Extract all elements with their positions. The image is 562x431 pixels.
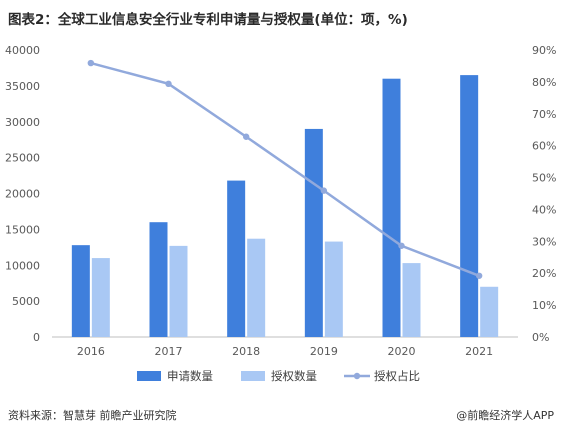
legend-label: 授权数量	[271, 369, 317, 383]
category-label: 2017	[155, 345, 183, 358]
right-tick-label: 10%	[532, 299, 556, 312]
legend-marker	[353, 372, 361, 380]
applications-bar	[304, 128, 323, 337]
left-tick-label: 15000	[5, 223, 40, 236]
left-tick-label: 25000	[5, 152, 40, 165]
grants-bars	[91, 238, 499, 337]
ratio-point	[398, 242, 405, 249]
right-tick-label: 30%	[532, 235, 556, 248]
category-label: 2019	[310, 345, 338, 358]
right-tick-label: 0%	[532, 331, 549, 344]
ratio-point	[320, 187, 328, 194]
grants-bar	[247, 238, 266, 337]
right-tick-label: 70%	[532, 108, 556, 121]
applications-bar	[460, 75, 479, 338]
left-tick-label: 5000	[12, 295, 40, 308]
legend: 申请数量 授权数量 授权占比	[137, 369, 420, 383]
applications-bar	[382, 78, 401, 337]
ratio-line	[90, 61, 480, 277]
left-tick-label: 20000	[5, 188, 40, 201]
grants-bar	[91, 258, 110, 337]
ratio-line-series	[87, 59, 483, 279]
right-axis-ticks: 0% 10% 20% 30% 40% 50% 60% 70% 80% 90%	[532, 44, 556, 344]
grants-bar	[169, 245, 188, 337]
right-tick-label: 20%	[532, 267, 556, 280]
applications-bar	[149, 222, 168, 337]
right-tick-label: 60%	[532, 140, 556, 153]
ratio-point	[165, 80, 172, 88]
ratio-point	[475, 272, 483, 279]
right-tick-label: 80%	[532, 76, 556, 89]
category-label: 2018	[232, 345, 260, 358]
left-tick-label: 10000	[5, 259, 40, 272]
right-tick-label: 40%	[532, 203, 556, 216]
legend-swatch	[241, 371, 265, 381]
legend-swatch	[137, 371, 161, 381]
left-axis-ticks: 0 5000 10000 15000 20000 25000 30000 35000 40000	[5, 44, 40, 344]
left-tick-label: 0	[33, 331, 40, 344]
grants-bar	[480, 286, 499, 337]
left-tick-label: 30000	[5, 116, 40, 129]
category-label: 2021	[465, 345, 493, 358]
category-label: 2016	[77, 345, 105, 358]
right-tick-label: 90%	[532, 44, 556, 57]
left-tick-label: 35000	[5, 80, 40, 93]
right-tick-label: 50%	[532, 172, 556, 185]
left-tick-label: 40000	[5, 44, 40, 57]
applications-bar	[227, 180, 246, 337]
grants-bar	[324, 241, 343, 337]
category-label: 2020	[388, 345, 416, 358]
category-ticks: 2016 2017 2018 2019 2020 2021	[77, 345, 493, 358]
source-note: 资料来源：智慧芽 前瞻产业研究院	[8, 409, 177, 422]
brand-note: @前瞻经济学人APP	[456, 409, 554, 422]
ratio-point	[242, 133, 250, 140]
ratio-point	[87, 59, 95, 67]
applications-bars	[71, 75, 479, 338]
grants-bar	[402, 263, 421, 337]
legend-label: 申请数量	[167, 369, 213, 383]
chart-title: 图表2：全球工业信息安全行业专利申请量与授权量(单位：项，%)	[8, 12, 408, 28]
legend-label: 授权占比	[374, 369, 420, 383]
applications-bar	[71, 245, 90, 337]
